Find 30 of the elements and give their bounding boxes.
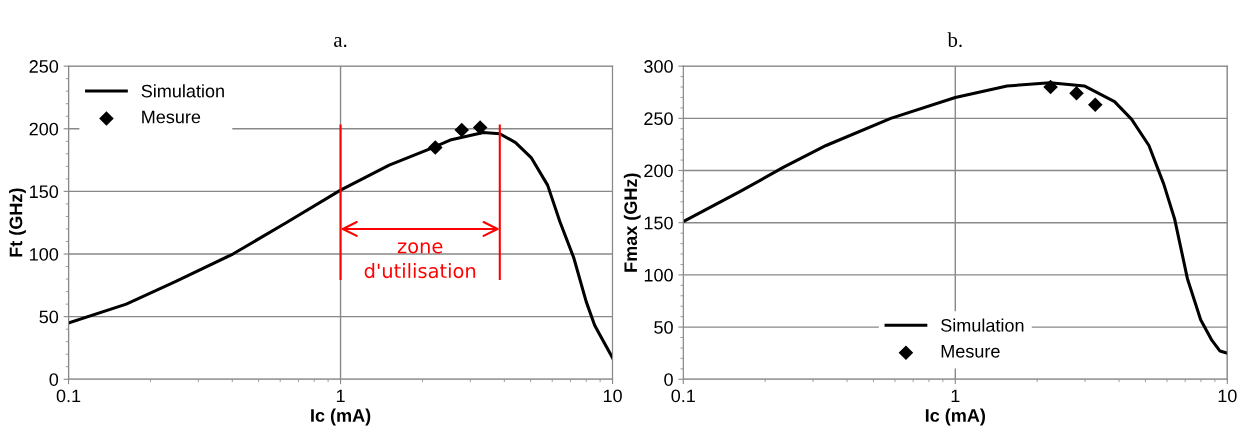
chart-title: a.	[334, 36, 347, 47]
x-tick-label: 10	[603, 389, 622, 403]
y-tick-label: 0	[664, 373, 673, 386]
y-axis-title: Ft (GHz)	[9, 188, 26, 257]
y-tick-label: 100	[30, 247, 59, 261]
y-tick-label: 150	[30, 185, 59, 199]
y-tick-label: 250	[29, 60, 59, 73]
x-axis-title: Ic (mA)	[311, 408, 371, 426]
x-axis-title: Ic (mA)	[925, 408, 985, 426]
x-tick-label: 0.1	[671, 389, 695, 403]
chart-title: b.	[947, 32, 962, 47]
y-tick-label: 200	[644, 164, 673, 178]
y-tick-label: 300	[644, 60, 673, 73]
y-tick-label: 0	[49, 373, 59, 386]
y-tick-label: 150	[644, 216, 673, 230]
y-tick-label: 50	[654, 321, 673, 334]
y-axis-title: Fmax (GHz)	[623, 173, 641, 272]
y-tick-label: 50	[39, 310, 59, 324]
x-tick-label: 10	[1218, 389, 1237, 403]
y-tick-label: 250	[644, 112, 673, 126]
y-tick-label: 100	[644, 268, 673, 282]
legend-label: Simulation	[941, 318, 1024, 332]
x-tick-label: 0.1	[56, 389, 81, 403]
legend-label: Simulation	[141, 84, 224, 98]
annotation: zone d'utilisation	[364, 242, 476, 279]
x-tick-label: 1	[336, 389, 345, 403]
y-tick-label: 200	[29, 122, 59, 136]
legend-label: Mesure	[941, 345, 1000, 358]
x-tick-label: 1	[951, 389, 960, 403]
legend-label: Mesure	[142, 110, 201, 124]
